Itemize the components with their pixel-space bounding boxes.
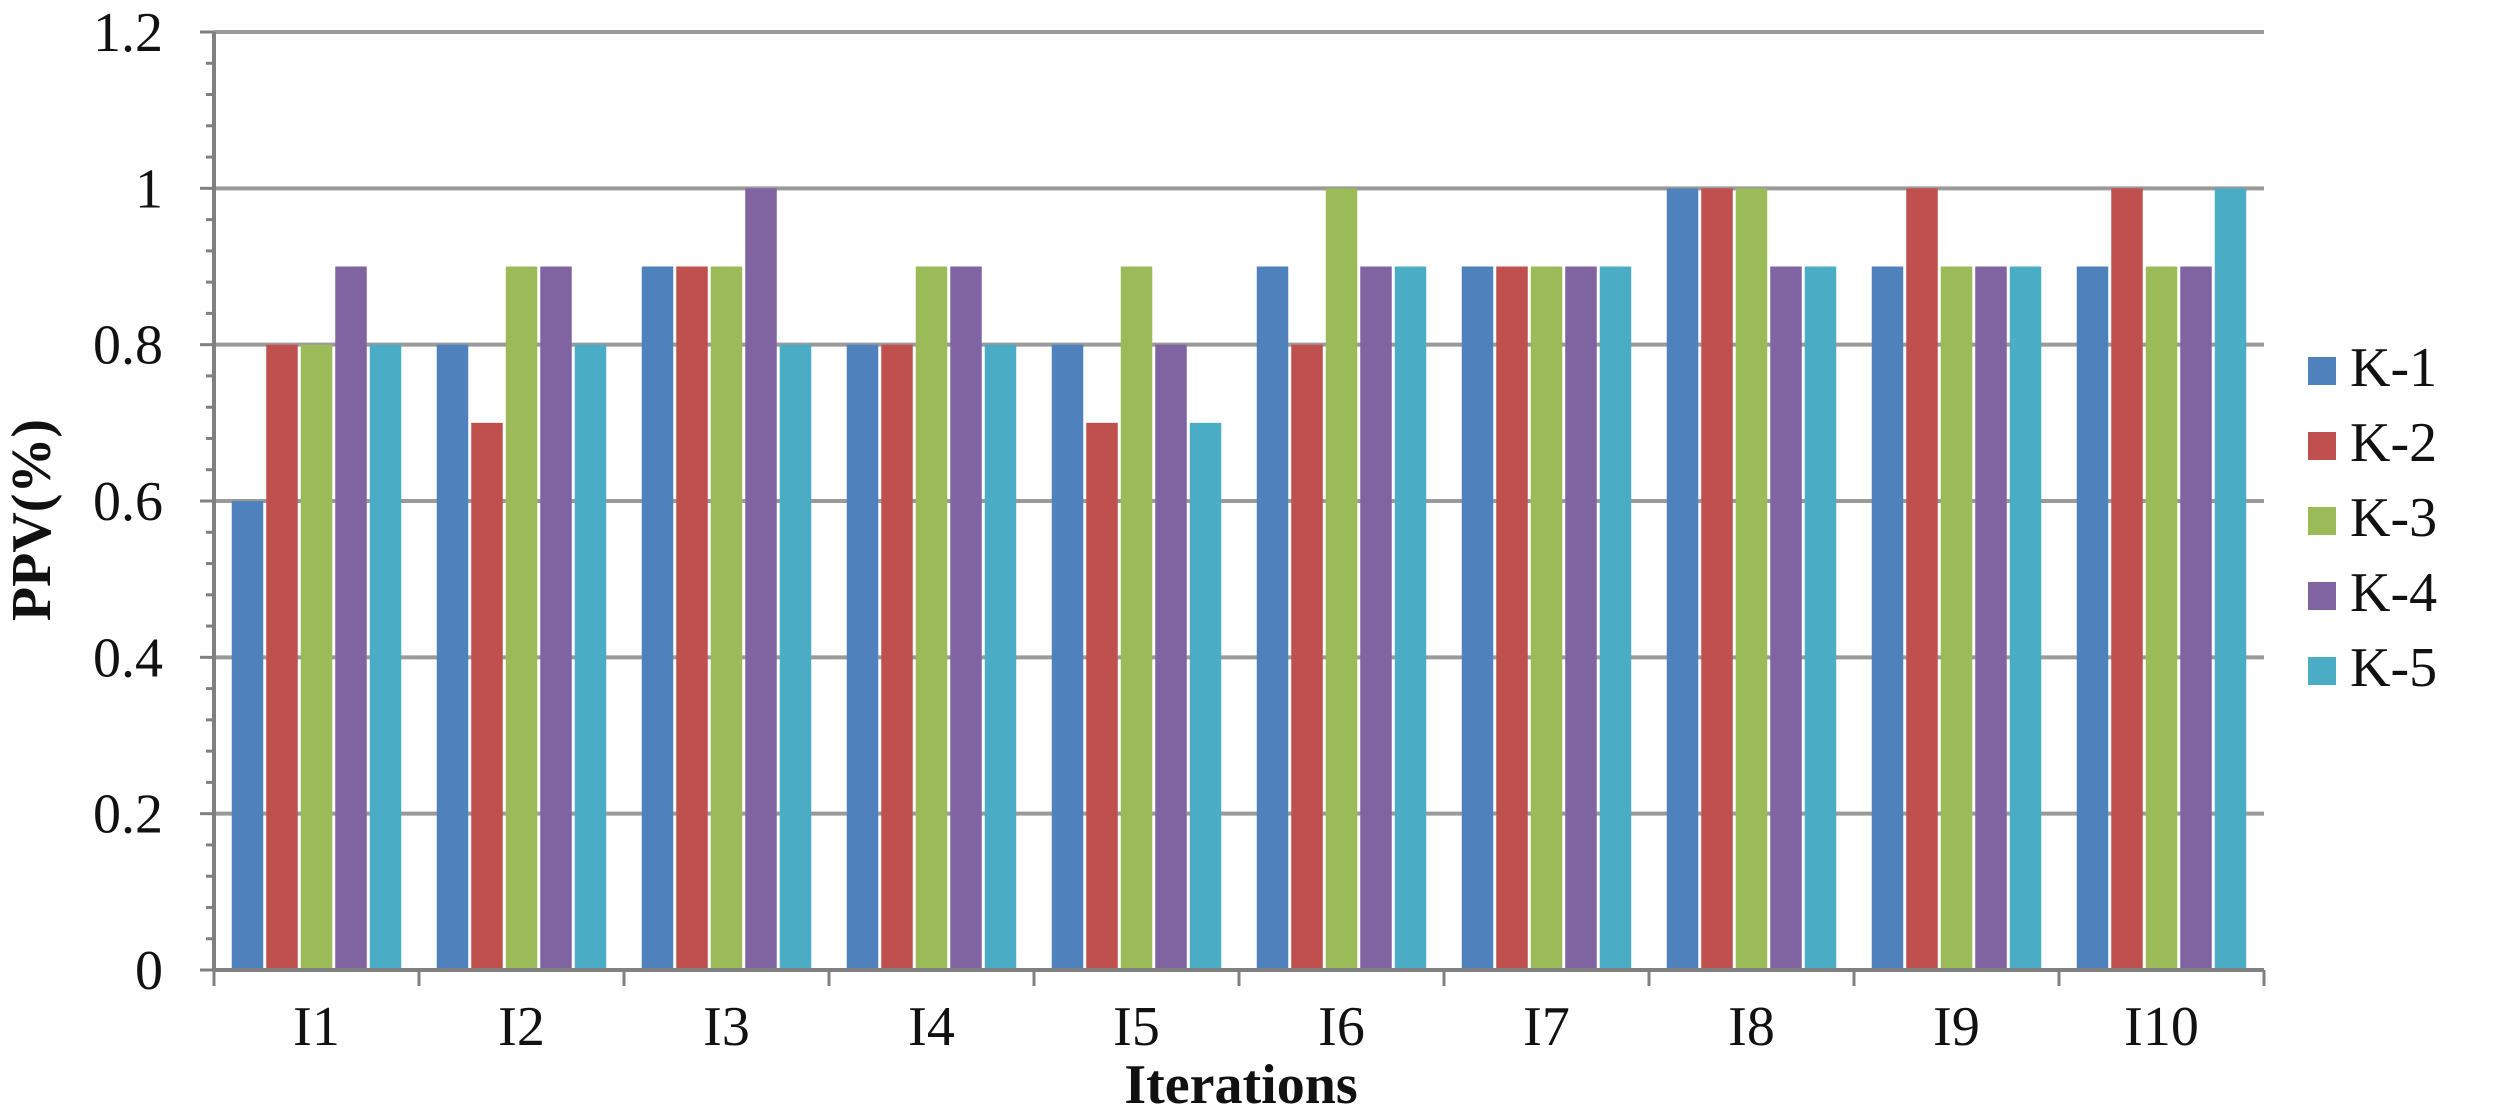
bar-k-4-i4 (950, 266, 982, 970)
bar-k-5-i5 (1189, 422, 1222, 970)
axes (200, 30, 2266, 986)
bar-k-3-i4 (915, 266, 948, 970)
x-tick-label: I7 (1523, 996, 1570, 1058)
legend: K-1 K-2 K-3 K-4 K-5 (2308, 337, 2437, 699)
legend-swatch-k-3 (2308, 507, 2336, 535)
bar-k-4-i9 (1975, 266, 2007, 970)
bar-k-2-i4 (881, 344, 913, 971)
x-tick-label: I3 (703, 996, 750, 1058)
y-tick-label: 1.2 (93, 2, 163, 64)
bar-k-5-i7 (1599, 266, 1632, 970)
bar-k-4-i10 (2180, 266, 2212, 970)
legend-label-k-5: K-5 (2350, 637, 2437, 699)
legend-label-k-1: K-1 (2350, 337, 2437, 399)
bar-k-5-i1 (369, 344, 402, 971)
bar-k-1-i1 (231, 501, 264, 970)
legend-swatch-k-1 (2308, 357, 2336, 385)
legend-swatch-k-4 (2308, 582, 2336, 610)
bar-k-3-i3 (710, 266, 743, 970)
bar-k-3-i1 (300, 344, 333, 971)
bar-k-5-i10 (2214, 188, 2247, 971)
bar-k-5-i3 (779, 344, 812, 971)
bar-k-1-i3 (641, 266, 674, 970)
bar-k-5-i4 (984, 344, 1017, 971)
y-tick-label: 1 (135, 158, 163, 220)
bar-k-2-i6 (1291, 344, 1323, 971)
bar-k-1-i6 (1256, 266, 1289, 970)
bar-k-1-i10 (2076, 266, 2109, 970)
x-tick-label: I9 (1933, 996, 1980, 1058)
bar-k-5-i6 (1394, 266, 1427, 970)
y-tick-label: 0.8 (93, 315, 163, 377)
bar-k-3-i8 (1735, 188, 1768, 971)
bar-k-2-i10 (2111, 188, 2143, 971)
bar-k-4-i7 (1565, 266, 1597, 970)
x-tick-label: I4 (908, 996, 955, 1058)
y-tick-label: 0 (135, 940, 163, 1002)
bar-k-3-i6 (1325, 188, 1358, 971)
x-tick-label: I1 (293, 996, 340, 1058)
legend-swatch-k-2 (2308, 432, 2336, 460)
bar-k-5-i8 (1804, 266, 1837, 970)
bar-k-1-i9 (1871, 266, 1904, 970)
x-tick-label: I5 (1113, 996, 1160, 1058)
legend-swatch-k-5 (2308, 657, 2336, 685)
bar-k-2-i5 (1086, 422, 1118, 970)
x-tick-label: I10 (2124, 996, 2199, 1058)
bar-k-2-i9 (1906, 188, 1938, 971)
bar-k-2-i2 (471, 422, 503, 970)
x-axis-title: Iterations (1124, 1054, 1357, 1116)
bar-k-2-i8 (1701, 188, 1733, 971)
bars (231, 188, 2247, 971)
legend-label-k-2: K-2 (2350, 412, 2437, 474)
bar-k-1-i7 (1461, 266, 1494, 970)
x-tick-label: I2 (498, 996, 545, 1058)
bar-k-4-i6 (1360, 266, 1392, 970)
bar-k-1-i8 (1666, 188, 1699, 971)
bar-k-4-i5 (1155, 344, 1187, 971)
bar-k-3-i5 (1120, 266, 1153, 970)
bar-k-2-i1 (266, 344, 298, 971)
bar-k-3-i9 (1940, 266, 1973, 970)
bar-k-4-i2 (540, 266, 572, 970)
y-axis-title: PPV(%) (1, 419, 63, 621)
bar-k-4-i8 (1770, 266, 1802, 970)
bar-k-2-i3 (676, 266, 708, 970)
y-tick-label: 0.6 (93, 471, 163, 533)
y-tick-label: 0.4 (93, 627, 163, 689)
tick-labels: 0 0.2 0.4 0.6 0.8 1 1.2 I1 I2 I3 I4 I5 I6 I7 I8 I9 I10 (93, 2, 2199, 1058)
bar-k-2-i7 (1496, 266, 1528, 970)
legend-label-k-3: K-3 (2350, 487, 2437, 549)
x-tick-label: I8 (1728, 996, 1775, 1058)
bar-k-5-i2 (574, 344, 607, 971)
bar-k-1-i4 (846, 344, 879, 971)
bar-k-4-i3 (745, 188, 777, 971)
bar-k-4-i1 (335, 266, 367, 970)
legend-label-k-4: K-4 (2350, 562, 2437, 624)
bar-k-1-i2 (436, 344, 469, 971)
x-tick-label: I6 (1318, 996, 1365, 1058)
bar-k-3-i2 (505, 266, 538, 970)
bar-k-1-i5 (1051, 344, 1084, 971)
bar-k-5-i9 (2009, 266, 2042, 970)
bar-k-3-i7 (1530, 266, 1563, 970)
bar-k-3-i10 (2145, 266, 2178, 970)
y-tick-label: 0.2 (93, 784, 163, 846)
